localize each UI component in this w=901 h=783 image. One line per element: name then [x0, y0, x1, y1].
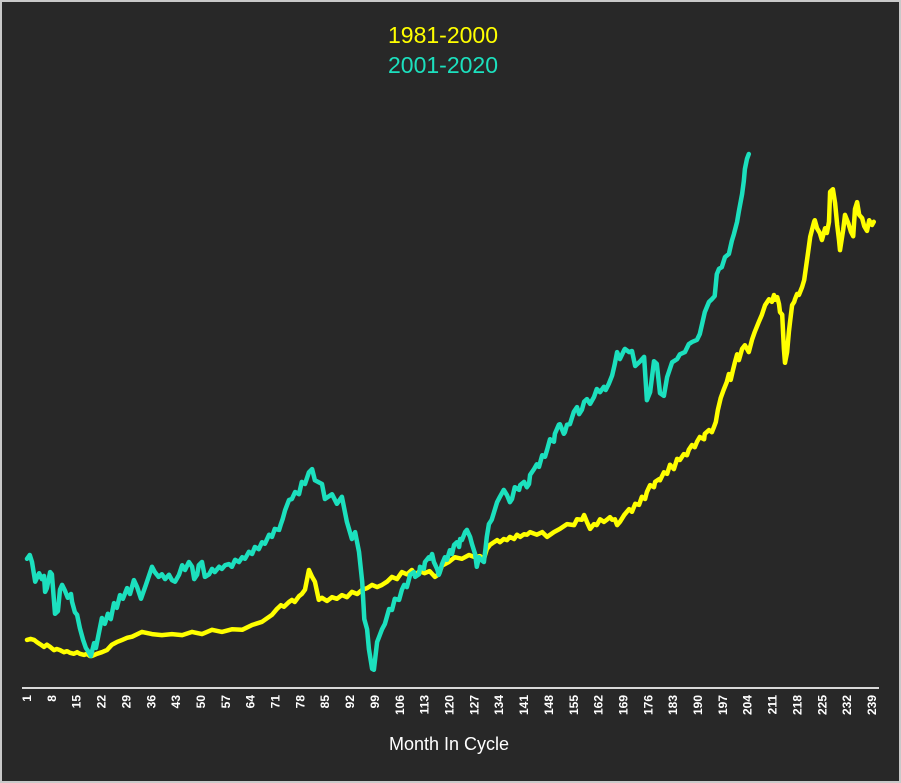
x-tick-label: 99	[368, 695, 382, 709]
x-tick-label: 176	[641, 695, 655, 715]
x-tick-label: 50	[194, 695, 208, 709]
chart-legend: 1981-2000 2001-2020	[388, 20, 498, 80]
x-tick-label: 141	[517, 695, 531, 715]
x-tick-label: 85	[318, 695, 332, 709]
x-tick-label: 127	[467, 695, 481, 715]
series-lines	[24, 151, 877, 673]
x-tick-label: 155	[567, 695, 581, 715]
x-tick-label: 8	[45, 695, 59, 702]
x-tick-label: 218	[790, 695, 804, 715]
x-tick-label: 204	[741, 695, 755, 715]
x-tick-label: 64	[244, 695, 258, 709]
legend-item-2001-2020: 2001-2020	[388, 52, 498, 78]
x-tick-label: 120	[443, 695, 457, 715]
x-axis-tick-labels: 1 8 15 22 29 36 43 50 57 64 71 78 85 92 99 106 113 120 127…	[20, 695, 879, 715]
x-tick-label: 1	[20, 695, 34, 702]
x-tick-label: 169	[617, 695, 631, 715]
x-tick-label: 113	[418, 695, 432, 715]
x-tick-label: 148	[542, 695, 556, 715]
x-tick-label: 71	[269, 695, 283, 709]
x-tick-label: 36	[144, 695, 158, 709]
x-tick-label: 106	[393, 695, 407, 715]
x-tick-label: 190	[691, 695, 705, 715]
x-tick-label: 197	[716, 695, 730, 715]
x-tick-label: 134	[492, 695, 506, 715]
x-tick-label: 183	[666, 695, 680, 715]
line-2001-2020	[24, 151, 752, 673]
x-tick-label: 211	[766, 695, 780, 715]
line-1981-2000	[24, 186, 877, 659]
x-tick-label: 78	[293, 695, 307, 709]
x-axis-title: Month In Cycle	[388, 734, 510, 754]
x-tick-label: 162	[592, 695, 606, 715]
x-tick-label: 239	[865, 695, 879, 715]
x-tick-label: 22	[95, 695, 109, 709]
x-tick-label: 225	[815, 695, 829, 715]
x-tick-label: 43	[169, 695, 183, 709]
legend-item-1981-2000: 1981-2000	[388, 22, 498, 48]
x-tick-label: 15	[70, 695, 84, 709]
x-tick-label: 29	[119, 695, 133, 709]
x-tick-label: 92	[343, 695, 357, 709]
x-tick-label: 232	[840, 695, 854, 715]
x-tick-label: 57	[219, 695, 233, 709]
